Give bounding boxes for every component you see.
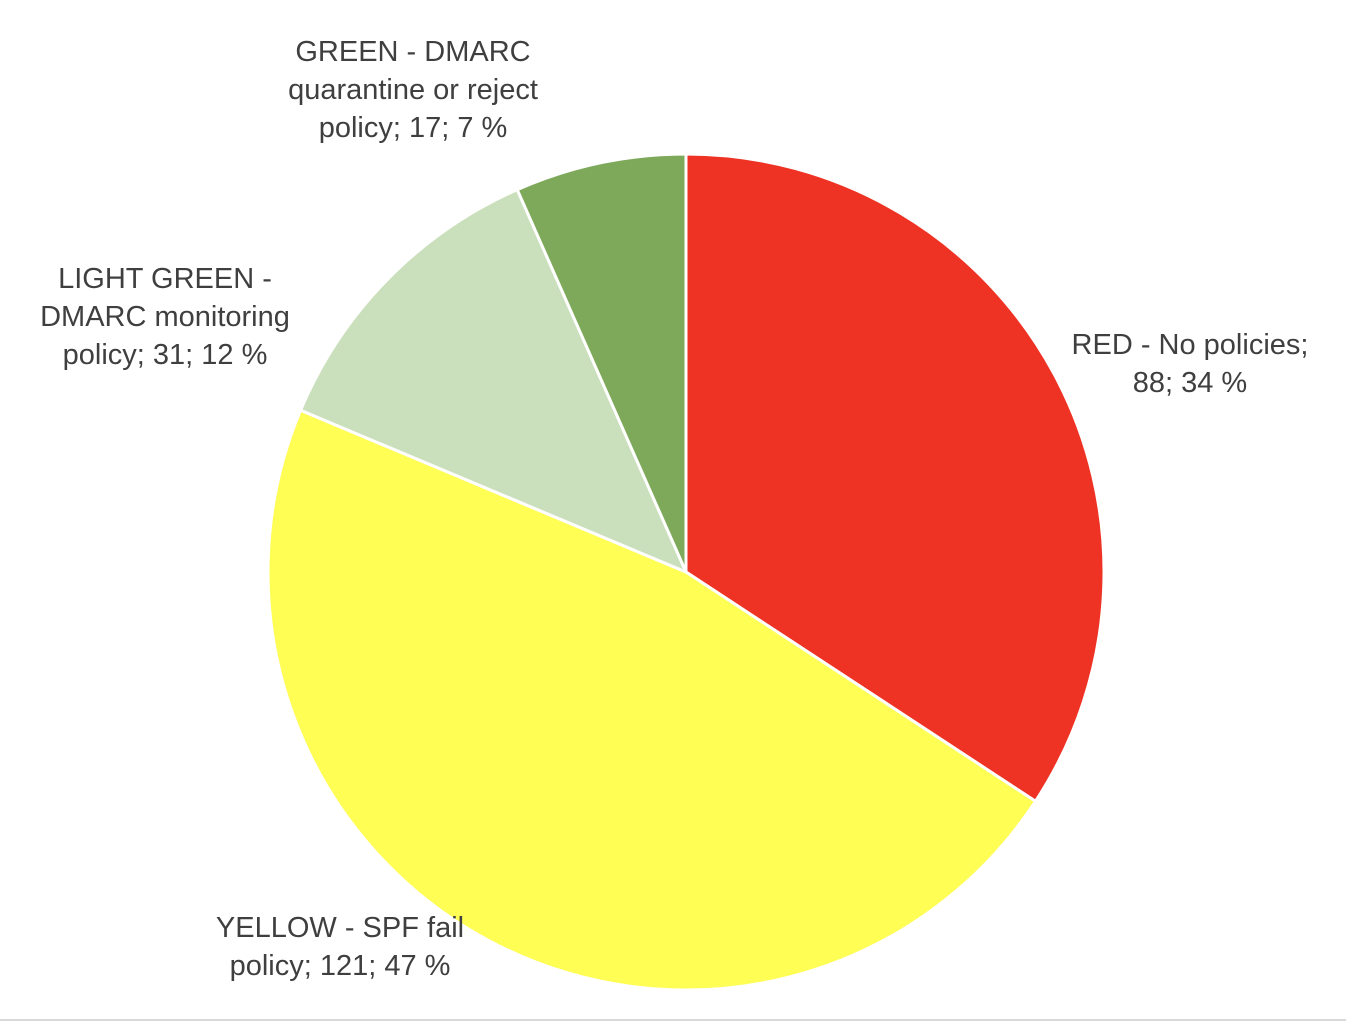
data-label-yellow: YELLOW - SPF fail policy; 121; 47 % (180, 909, 500, 985)
data-label-green-line1: GREEN - DMARC (295, 36, 531, 68)
data-label-red: RED - No policies; 88; 34 % (1040, 326, 1340, 402)
data-label-green-line3: policy; 17; 7 % (318, 112, 508, 144)
data-label-yellow-line2: policy; 121; 47 % (229, 950, 451, 982)
data-label-red-line1: RED - No policies; (1071, 329, 1309, 361)
pie-slices (266, 152, 1106, 992)
data-label-red-line2: 88; 34 % (1132, 367, 1248, 399)
data-label-light-green-line3: policy; 31; 12 % (62, 339, 268, 371)
data-label-light-green-line1: LIGHT GREEN - (58, 263, 272, 295)
data-label-yellow-line1: YELLOW - SPF fail (215, 912, 465, 944)
data-label-green: GREEN - DMARC quarantine or reject polic… (258, 33, 568, 147)
pie-slice-yellow (266, 408, 1037, 992)
pie-slice-green (515, 152, 688, 574)
data-label-light-green-line2: DMARC monitoring (40, 301, 290, 333)
bottom-divider (0, 1019, 1346, 1021)
data-label-light-green: LIGHT GREEN - DMARC monitoring policy; 3… (10, 260, 320, 374)
pie-slice-light-green (299, 188, 688, 574)
data-label-green-line2: quarantine or reject (288, 74, 538, 106)
